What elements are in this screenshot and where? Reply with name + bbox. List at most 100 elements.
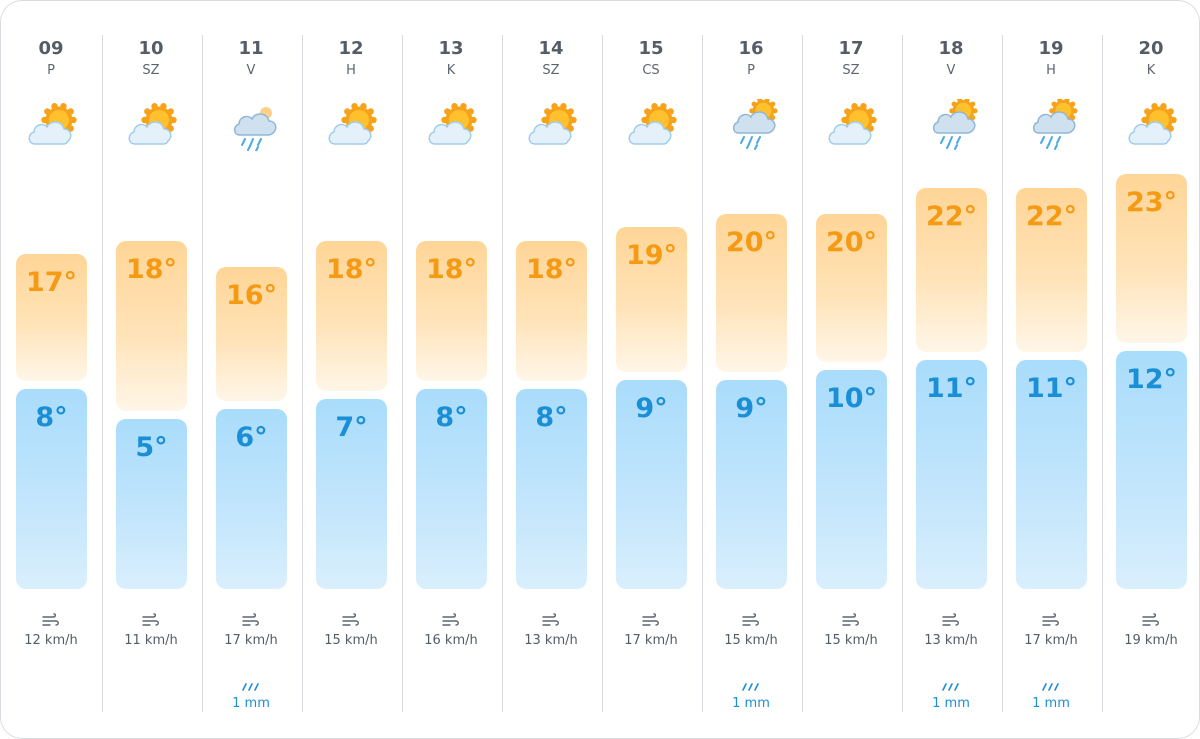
rain-amount: 1 mm (732, 696, 770, 711)
low-temp-bar: 11° (1016, 360, 1087, 589)
forecast-day-19: 19 H 22° 11° 17 km/h 1 mm (1001, 1, 1101, 738)
low-temp-label: 12° (1125, 364, 1178, 395)
forecast-day-16: 16 P 20° 9° 15 km/h 1 mm (701, 1, 801, 738)
wind-speed: 15 km/h (824, 633, 878, 648)
low-temp-label: 6° (235, 422, 268, 453)
low-temp-bar: 9° (716, 380, 787, 589)
day-separator (802, 35, 803, 712)
low-temp-label: 11° (1025, 373, 1078, 404)
wind-icon (441, 612, 461, 628)
day-of-week: P (47, 63, 55, 78)
high-temp-label: 18° (125, 254, 178, 285)
day-separator (202, 35, 203, 712)
day-of-week: V (246, 63, 256, 78)
day-separator (502, 35, 503, 712)
rain-icon (939, 677, 963, 691)
wind-speed: 19 km/h (1124, 633, 1178, 648)
sun-rain-icon (926, 97, 978, 151)
wind-icon (41, 612, 61, 628)
day-of-week: K (1146, 63, 1156, 78)
rain-amount: 1 mm (932, 696, 970, 711)
rain-amount: 1 mm (1032, 696, 1070, 711)
day-date: 17 (838, 38, 864, 59)
day-date: 10 (138, 38, 164, 59)
wind-icon (541, 612, 561, 628)
high-temp-label: 23° (1125, 187, 1178, 218)
day-of-week: K (446, 63, 456, 78)
low-temp-bar: 5° (116, 419, 187, 589)
low-temp-bar: 8° (16, 389, 87, 589)
day-date: 12 (338, 38, 364, 59)
partly-cloudy-icon (126, 99, 178, 151)
forecast-day-11: 11 V 16° 6° 17 km/h 1 mm (201, 1, 301, 738)
forecast-day-20: 20 K 23° 12° 19 km/h (1101, 1, 1199, 738)
day-of-week: H (346, 63, 356, 78)
wind-speed: 16 km/h (424, 633, 478, 648)
day-of-week: SZ (542, 63, 560, 78)
day-date: 14 (538, 38, 564, 59)
day-separator (702, 35, 703, 712)
wind-speed: 11 km/h (124, 633, 178, 648)
wind-icon (741, 612, 761, 628)
high-temp-label: 22° (925, 201, 978, 232)
low-temp-label: 8° (435, 402, 468, 433)
high-temp-label: 20° (825, 227, 878, 258)
high-temp-bar: 20° (716, 214, 787, 372)
wind-speed: 17 km/h (1024, 633, 1078, 648)
high-temp-bar: 18° (416, 241, 487, 381)
wind-speed: 17 km/h (224, 633, 278, 648)
day-separator (102, 35, 103, 712)
rain-icon (739, 677, 763, 691)
wind-speed: 12 km/h (24, 633, 78, 648)
high-temp-label: 18° (425, 254, 478, 285)
sun-rain-icon (1026, 97, 1078, 151)
high-temp-bar: 22° (1016, 188, 1087, 352)
wind-icon (841, 612, 861, 628)
partly-cloudy-icon (626, 99, 678, 151)
high-temp-bar: 16° (216, 267, 287, 401)
high-temp-label: 17° (25, 267, 78, 298)
forecast-day-13: 13 K 18° 8° 16 km/h (401, 1, 501, 738)
wind-speed: 17 km/h (624, 633, 678, 648)
forecast-day-15: 15 CS 19° 9° 17 km/h (601, 1, 701, 738)
day-separator (402, 35, 403, 712)
day-date: 16 (738, 38, 764, 59)
partly-cloudy-icon (826, 99, 878, 151)
partly-cloudy-icon (26, 99, 78, 151)
forecast-day-17: 17 SZ 20° 10° 15 km/h (801, 1, 901, 738)
wind-icon (941, 612, 961, 628)
day-separator (302, 35, 303, 712)
wind-icon (341, 612, 361, 628)
low-temp-bar: 8° (516, 389, 587, 589)
partly-cloudy-icon (326, 99, 378, 151)
high-temp-bar: 20° (816, 214, 887, 362)
wind-icon (641, 612, 661, 628)
wind-speed: 13 km/h (924, 633, 978, 648)
low-temp-label: 5° (135, 432, 168, 463)
rain-cloud-icon (226, 99, 278, 152)
sun-rain-icon (726, 97, 778, 151)
day-of-week: P (747, 63, 755, 78)
low-temp-bar: 8° (416, 389, 487, 589)
low-temp-label: 8° (35, 402, 68, 433)
low-temp-bar: 7° (316, 399, 387, 589)
wind-speed: 15 km/h (324, 633, 378, 648)
day-date: 18 (938, 38, 964, 59)
high-temp-bar: 18° (116, 241, 187, 411)
low-temp-bar: 10° (816, 370, 887, 589)
low-temp-label: 11° (925, 373, 978, 404)
high-temp-bar: 23° (1116, 174, 1187, 343)
day-date: 20 (1138, 38, 1164, 59)
day-separator (1002, 35, 1003, 712)
high-temp-label: 20° (725, 227, 778, 258)
low-temp-label: 8° (535, 402, 568, 433)
wind-speed: 13 km/h (524, 633, 578, 648)
day-separator (602, 35, 603, 712)
low-temp-bar: 12° (1116, 351, 1187, 589)
low-temp-bar: 6° (216, 409, 287, 589)
day-of-week: CS (642, 63, 660, 78)
high-temp-bar: 19° (616, 227, 687, 372)
forecast-day-18: 18 V 22° 11° 13 km/h 1 mm (901, 1, 1001, 738)
high-temp-label: 22° (1025, 201, 1078, 232)
